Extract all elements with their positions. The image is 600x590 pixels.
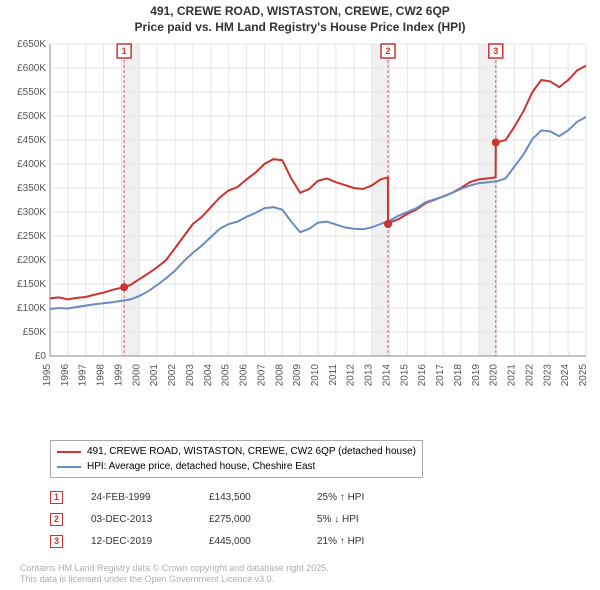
- sales-table: 1 24-FEB-1999 £143,500 25% ↑ HPI 2 03-DEC-201…: [50, 486, 407, 552]
- legend-label: HPI: Average price, detached house, Ches…: [87, 459, 315, 474]
- sale-point: [120, 283, 128, 291]
- y-tick-label: £450K: [17, 135, 46, 146]
- sale-marker-num: 1: [122, 46, 127, 56]
- sale-point: [384, 220, 392, 228]
- shaded-band: [479, 44, 497, 356]
- x-tick-label: 2007: [256, 364, 267, 387]
- x-tick-label: 2011: [328, 364, 339, 386]
- y-tick-label: £250K: [17, 231, 46, 242]
- sale-marker-num: 3: [493, 46, 498, 56]
- sales-row-hpi: 25% ↑ HPI: [317, 492, 407, 503]
- x-tick-label: 1997: [78, 364, 89, 387]
- x-tick-label: 2013: [364, 364, 375, 387]
- x-tick-label: 2025: [578, 364, 589, 387]
- footer-line-1: Contains HM Land Registry data © Crown c…: [20, 563, 590, 575]
- x-tick-label: 2001: [149, 364, 160, 387]
- chart-container: 491, CREWE ROAD, WISTASTON, CREWE, CW2 6…: [0, 0, 600, 590]
- legend-row: 491, CREWE ROAD, WISTASTON, CREWE, CW2 6…: [57, 444, 416, 459]
- x-tick-label: 1996: [60, 364, 71, 387]
- title-line-1: 491, CREWE ROAD, WISTASTON, CREWE, CW2 6…: [0, 4, 600, 20]
- x-tick-label: 2019: [471, 364, 482, 387]
- sales-row-date: 24-FEB-1999: [91, 492, 181, 503]
- x-tick-label: 2024: [560, 364, 571, 387]
- x-tick-label: 2002: [167, 364, 178, 387]
- y-tick-label: £200K: [17, 255, 46, 266]
- x-tick-label: 2020: [489, 364, 500, 387]
- sales-row-date: 12-DEC-2019: [91, 536, 181, 547]
- x-tick-label: 2004: [203, 364, 214, 387]
- y-tick-label: £50K: [23, 327, 47, 338]
- y-tick-label: £350K: [17, 183, 46, 194]
- x-tick-label: 2010: [310, 364, 321, 387]
- chart-area: £0£50K£100K£150K£200K£250K£300K£350K£400…: [50, 40, 590, 400]
- x-tick-label: 2018: [453, 364, 464, 387]
- x-tick-label: 2016: [417, 364, 428, 387]
- footer: Contains HM Land Registry data © Crown c…: [20, 563, 590, 586]
- x-tick-label: 2003: [185, 364, 196, 387]
- y-tick-label: £300K: [17, 207, 46, 218]
- x-tick-label: 1999: [113, 364, 124, 387]
- y-tick-label: £0: [35, 351, 47, 362]
- legend-box: 491, CREWE ROAD, WISTASTON, CREWE, CW2 6…: [50, 440, 423, 478]
- x-tick-label: 1995: [42, 364, 53, 387]
- sales-row-price: £445,000: [209, 536, 289, 547]
- sales-row-hpi: 5% ↓ HPI: [317, 514, 407, 525]
- sales-row-marker: 2: [50, 513, 63, 526]
- legend-label: 491, CREWE ROAD, WISTASTON, CREWE, CW2 6…: [87, 444, 416, 459]
- y-tick-label: £600K: [17, 63, 46, 74]
- x-tick-label: 2022: [524, 364, 535, 387]
- sales-row: 1 24-FEB-1999 £143,500 25% ↑ HPI: [50, 486, 407, 508]
- x-tick-label: 2006: [239, 364, 250, 387]
- sales-row: 3 12-DEC-2019 £445,000 21% ↑ HPI: [50, 530, 407, 552]
- y-tick-label: £100K: [17, 303, 46, 314]
- chart-svg: £0£50K£100K£150K£200K£250K£300K£350K£400…: [50, 40, 590, 400]
- sales-row-hpi: 21% ↑ HPI: [317, 536, 407, 547]
- x-tick-label: 2009: [292, 364, 303, 387]
- x-tick-label: 2015: [399, 364, 410, 387]
- sale-marker-num: 2: [386, 46, 391, 56]
- shaded-band: [372, 44, 390, 356]
- y-tick-label: £400K: [17, 159, 46, 170]
- legend-row: HPI: Average price, detached house, Ches…: [57, 459, 416, 474]
- x-tick-label: 2021: [507, 364, 518, 387]
- x-tick-label: 2000: [131, 364, 142, 387]
- x-tick-label: 2023: [542, 364, 553, 387]
- y-tick-label: £650K: [17, 39, 46, 50]
- y-tick-label: £150K: [17, 279, 46, 290]
- x-tick-label: 2008: [274, 364, 285, 387]
- y-tick-label: £500K: [17, 111, 46, 122]
- footer-line-2: This data is licensed under the Open Gov…: [20, 574, 590, 586]
- title-line-2: Price paid vs. HM Land Registry's House …: [0, 20, 600, 36]
- x-tick-label: 1998: [96, 364, 107, 387]
- sales-row-price: £275,000: [209, 514, 289, 525]
- x-tick-label: 2014: [381, 364, 392, 387]
- legend-swatch: [57, 451, 81, 453]
- title-block: 491, CREWE ROAD, WISTASTON, CREWE, CW2 6…: [0, 0, 600, 35]
- x-tick-label: 2017: [435, 364, 446, 387]
- x-tick-label: 2005: [221, 364, 232, 387]
- sales-row-date: 03-DEC-2013: [91, 514, 181, 525]
- sale-point: [492, 138, 500, 146]
- sales-row-marker: 3: [50, 535, 63, 548]
- sales-row-marker: 1: [50, 491, 63, 504]
- legend-swatch: [57, 466, 81, 468]
- x-tick-label: 2012: [346, 364, 357, 387]
- sales-row-price: £143,500: [209, 492, 289, 503]
- y-tick-label: £550K: [17, 87, 46, 98]
- sales-row: 2 03-DEC-2013 £275,000 5% ↓ HPI: [50, 508, 407, 530]
